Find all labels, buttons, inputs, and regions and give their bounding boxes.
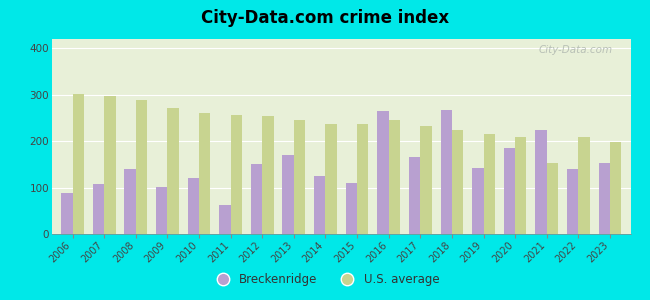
- Bar: [251, 164, 262, 234]
- Bar: [377, 111, 389, 234]
- Bar: [199, 113, 211, 234]
- Bar: [168, 108, 179, 234]
- Bar: [389, 120, 400, 234]
- Bar: [188, 178, 199, 234]
- Bar: [536, 130, 547, 234]
- Bar: [357, 124, 369, 234]
- Bar: [314, 176, 326, 234]
- Bar: [452, 130, 463, 234]
- Bar: [421, 126, 432, 234]
- Bar: [504, 148, 515, 234]
- Bar: [73, 94, 84, 234]
- Bar: [156, 187, 168, 234]
- Bar: [441, 110, 452, 234]
- Bar: [326, 124, 337, 234]
- Text: City-Data.com crime index: City-Data.com crime index: [201, 9, 449, 27]
- Bar: [484, 134, 495, 234]
- Bar: [346, 183, 357, 234]
- Bar: [547, 163, 558, 234]
- Bar: [567, 169, 578, 234]
- Bar: [294, 120, 306, 234]
- Bar: [136, 100, 147, 234]
- Bar: [409, 158, 421, 234]
- Text: City-Data.com: City-Data.com: [539, 45, 613, 55]
- Bar: [472, 168, 484, 234]
- Bar: [93, 184, 104, 234]
- Bar: [599, 164, 610, 234]
- Bar: [61, 193, 73, 234]
- Bar: [231, 115, 242, 234]
- Bar: [515, 137, 527, 234]
- Bar: [283, 155, 294, 234]
- Bar: [262, 116, 274, 234]
- Bar: [124, 169, 136, 234]
- Bar: [219, 205, 231, 234]
- Legend: Breckenridge, U.S. average: Breckenridge, U.S. average: [206, 269, 444, 291]
- Bar: [610, 142, 621, 234]
- Bar: [104, 96, 116, 234]
- Bar: [578, 137, 590, 234]
